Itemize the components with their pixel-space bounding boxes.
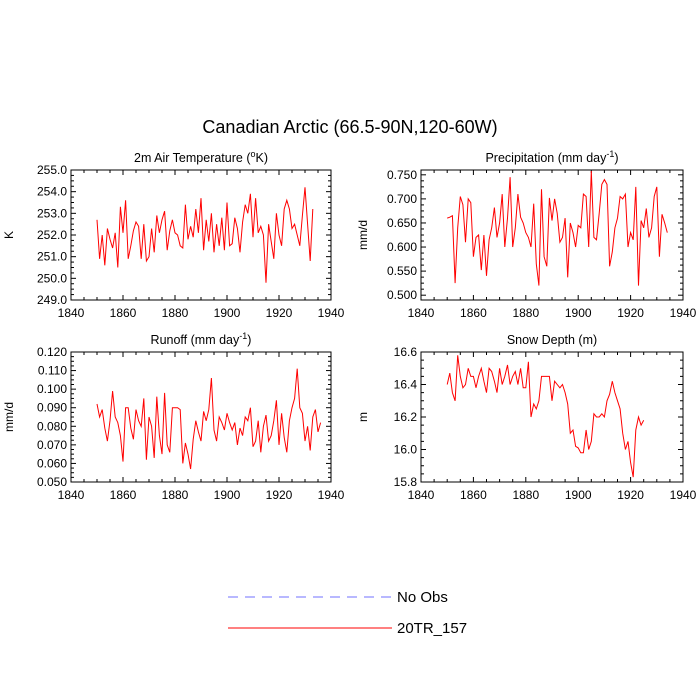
runoff-ytick-label: 0.110 <box>38 364 67 378</box>
snow-depth-xtick-label: 1880 <box>512 488 539 502</box>
air-temperature-plot-frame <box>70 169 332 301</box>
snow-depth-ytick-label: 15.8 <box>394 475 418 489</box>
snow-depth-xtick-label: 1860 <box>460 488 487 502</box>
panel-precipitation: Precipitation (mm day-1) 1840 1860 1880 1900… <box>356 149 697 320</box>
snow-depth-ytick-label: 16.4 <box>394 378 418 392</box>
precipitation-xtick-label: 1940 <box>670 306 697 320</box>
air-temperature-ytick-label: 253.0 <box>37 206 67 220</box>
snow-depth-plot-frame <box>420 351 684 483</box>
precipitation-xtick-label: 1840 <box>408 306 435 320</box>
runoff-ytick-label: 0.090 <box>37 401 67 415</box>
runoff-ytick-label: 0.060 <box>37 456 67 470</box>
precipitation-plot-frame <box>420 169 684 301</box>
air-temperature-xtick-label: 1920 <box>266 306 293 320</box>
snow-depth-xtick-label: 1920 <box>617 488 644 502</box>
air-temperature-xtick-label: 1840 <box>58 306 85 320</box>
air-temperature-ytick-label: 255.0 <box>37 163 67 177</box>
precipitation-xtick-label: 1900 <box>565 306 592 320</box>
runoff-ytick-label: 0.080 <box>37 419 67 433</box>
runoff-xtick-label: 1860 <box>110 488 137 502</box>
air-temperature-series-line <box>96 187 314 283</box>
precipitation-ylabel: mm/d <box>356 220 370 250</box>
snow-depth-xtick-label: 1840 <box>408 488 435 502</box>
precipitation-xtick-label: 1920 <box>617 306 644 320</box>
legend-20tr-157-label: 20TR_157 <box>397 620 467 637</box>
air-temperature-ytick-label: 254.0 <box>37 185 67 199</box>
snow-depth-ylabel: m <box>356 412 370 422</box>
precipitation-ytick-label: 0.650 <box>387 216 417 230</box>
snow-depth-ytick-label: 16.0 <box>394 443 418 457</box>
air-temperature-xtick-label: 1940 <box>318 306 345 320</box>
snow-depth-ytick-label: 16.2 <box>394 410 418 424</box>
air-temperature-xtick-label: 1880 <box>162 306 189 320</box>
precipitation-ytick-label: 0.550 <box>387 264 417 278</box>
runoff-ytick-label: 0.070 <box>37 438 67 452</box>
precipitation-xtick-label: 1860 <box>460 306 487 320</box>
runoff-panel-title: Runoff (mm day-1) <box>151 331 252 347</box>
runoff-xtick-label: 1880 <box>162 488 189 502</box>
precipitation-xtick-label: 1880 <box>512 306 539 320</box>
figure-title: Canadian Arctic (66.5-90N,120-60W) <box>202 117 497 137</box>
precipitation-ytick-label: 0.700 <box>387 192 417 206</box>
snow-depth-series-line <box>446 355 645 478</box>
air-temperature-ylabel: K <box>2 231 16 239</box>
runoff-ytick-label: 0.120 <box>37 345 67 359</box>
runoff-ylabel: mm/d <box>2 402 16 432</box>
air-temperature-ytick-label: 250.0 <box>37 271 67 285</box>
panel-runoff: Runoff (mm day-1) 1840 1860 1880 1900 1920 194… <box>2 331 345 502</box>
runoff-xtick-label: 1840 <box>58 488 85 502</box>
runoff-ytick-label: 0.100 <box>37 382 67 396</box>
runoff-xtick-label: 1940 <box>318 488 345 502</box>
runoff-series-line <box>96 368 322 470</box>
legend-no-obs-label: No Obs <box>397 589 448 606</box>
precipitation-ytick-label: 0.750 <box>387 168 417 182</box>
air-temperature-xtick-label: 1900 <box>214 306 241 320</box>
air-temperature-xtick-label: 1860 <box>110 306 137 320</box>
precipitation-ytick-label: 0.500 <box>387 288 417 302</box>
snow-depth-ytick-label: 16.6 <box>394 345 418 359</box>
precipitation-series-line <box>447 170 668 286</box>
legend: No Obs 20TR_157 <box>228 589 467 637</box>
air-temperature-ytick-label: 252.0 <box>37 228 67 242</box>
panels-group: 2m Air Temperature (oK) 1840 1860 1880 1900 1… <box>2 149 697 502</box>
runoff-xtick-label: 1900 <box>214 488 241 502</box>
runoff-ytick-label: 0.050 <box>37 475 67 489</box>
air-temperature-ytick-label: 249.0 <box>37 293 67 307</box>
panel-snow-depth: Snow Depth (m) 1840 1860 1880 1900 1920 1940 15… <box>356 333 697 502</box>
precipitation-panel-title: Precipitation (mm day-1) <box>485 149 618 165</box>
precipitation-ytick-label: 0.600 <box>387 240 417 254</box>
air-temperature-ytick-label: 251.0 <box>37 250 67 264</box>
snow-depth-panel-title: Snow Depth (m) <box>507 333 597 347</box>
snow-depth-xtick-label: 1900 <box>565 488 592 502</box>
runoff-xtick-label: 1920 <box>266 488 293 502</box>
air-temperature-panel-title: 2m Air Temperature (oK) <box>134 149 268 165</box>
panel-air-temperature: 2m Air Temperature (oK) 1840 1860 1880 1900 1… <box>2 149 345 320</box>
snow-depth-xtick-label: 1940 <box>670 488 697 502</box>
